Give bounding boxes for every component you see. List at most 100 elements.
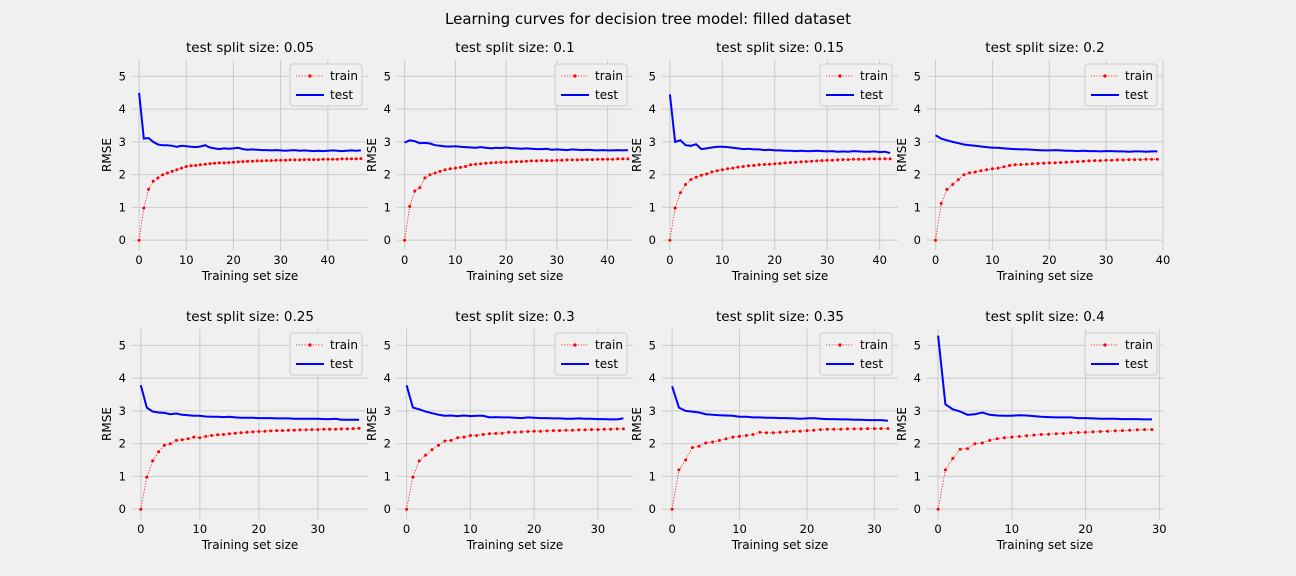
series-point-train [351,427,355,431]
series-point-train [580,158,584,162]
x-axis-label: Training set size [201,538,299,552]
series-point-train [570,158,574,162]
series-point-train [269,429,273,433]
series-point-train [142,206,146,210]
series-point-train [1144,157,1148,161]
subplot-1: 0 10 20 30 40 0 1 2 3 4 5 test split size: 0.05 Trai… [100,40,368,283]
series-point-train [1032,433,1036,437]
x-tick-label: 10 [448,253,463,267]
series-point-train [1150,428,1154,432]
x-tick-label: 30 [311,522,326,536]
legend-label-train: train [330,338,358,352]
series-point-train [684,183,688,186]
y-tick-label: 3 [649,404,656,418]
series-point-train [798,429,802,433]
series-point-train [184,165,188,168]
series-point-train [990,167,994,171]
x-tick-label: 20 [767,253,782,267]
series-point-train [812,428,816,432]
series-point-train [934,238,937,242]
series-point-train [883,157,887,161]
x-tick-label: 10 [1004,522,1019,536]
series-point-train [260,159,264,163]
series-point-train [540,159,544,163]
series-point-train [162,443,166,447]
y-axis-label: RMSE [100,407,114,441]
series-point-train [507,430,511,434]
y-tick-label: 0 [384,502,391,516]
series-point-train [430,448,434,452]
series-point-train [139,507,143,511]
series-point-train [283,158,287,162]
series-point-train [345,157,349,161]
x-tick-label: 10 [732,522,747,536]
x-tick-label: 20 [1042,253,1057,267]
y-tick-label: 1 [914,200,921,214]
y-tick-label: 2 [649,168,656,182]
x-tick-label: 0 [135,253,142,267]
series-point-train [245,430,249,434]
y-tick-label: 5 [649,69,656,83]
series-point-train [1019,163,1023,166]
x-tick-label: 20 [226,253,241,267]
series-point-train [1091,430,1095,434]
series-point-train [216,433,220,437]
legend-label-test: test [1125,357,1148,371]
series-point-train [785,430,789,434]
series-point-train [1106,429,1110,433]
series-point-train [1070,160,1074,164]
series-point-train [255,159,259,163]
y-tick-label: 5 [119,69,126,83]
y-tick-label: 1 [649,200,656,214]
series-point-train [519,430,523,434]
legend-marker-train [838,343,842,347]
legend-marker-train [573,343,577,347]
series-point-train [773,162,777,166]
series-point-train [601,157,604,161]
series-point-train [1053,161,1057,165]
series-point-train [738,434,741,438]
y-axis-label: RMSE [365,407,379,441]
x-tick-label: 10 [985,253,1000,267]
series-point-train [1064,160,1068,164]
series-line-test [937,335,1152,421]
x-tick-label: 10 [463,522,478,536]
series-line-test [934,134,1158,153]
y-tick-label: 0 [649,233,656,247]
y-tick-label: 0 [649,502,656,516]
series-point-train [1084,430,1088,434]
series-point-train [956,178,960,182]
series-point-train [744,434,748,437]
series-point-train [1076,160,1080,164]
x-tick-label: 10 [715,253,730,267]
x-axis-label: Training set size [731,269,829,283]
y-tick-label: 2 [384,168,391,182]
series-point-train [1059,161,1063,164]
series-point-train [203,162,207,166]
series-point-train [1069,431,1073,435]
series-point-train [751,433,755,436]
series-point-train [156,176,160,180]
subplot-2: 0 10 20 30 40 0 1 2 3 4 5 test split size: 0.1 Train… [365,40,633,283]
series-point-train [449,438,453,442]
series-point-train [340,157,344,161]
series-point-train [458,165,462,169]
y-tick-label: 3 [384,135,391,149]
x-tick-label: 20 [527,522,542,536]
series-point-train [888,157,892,161]
x-tick-label: 0 [137,522,144,536]
series-point-train [973,170,977,174]
y-tick-label: 4 [384,102,391,116]
series-point-train [1013,163,1017,167]
series-point-train [514,160,518,164]
series-point-train [151,179,155,183]
series-point-train [602,427,606,431]
x-axis-label: Training set size [996,269,1094,283]
y-tick-label: 1 [384,469,391,483]
series-point-train [596,157,599,161]
series-line-test [138,92,361,153]
series-point-train [236,160,240,164]
series-point-train [222,161,226,165]
y-tick-label: 0 [914,502,921,516]
series-point-train [310,428,314,432]
